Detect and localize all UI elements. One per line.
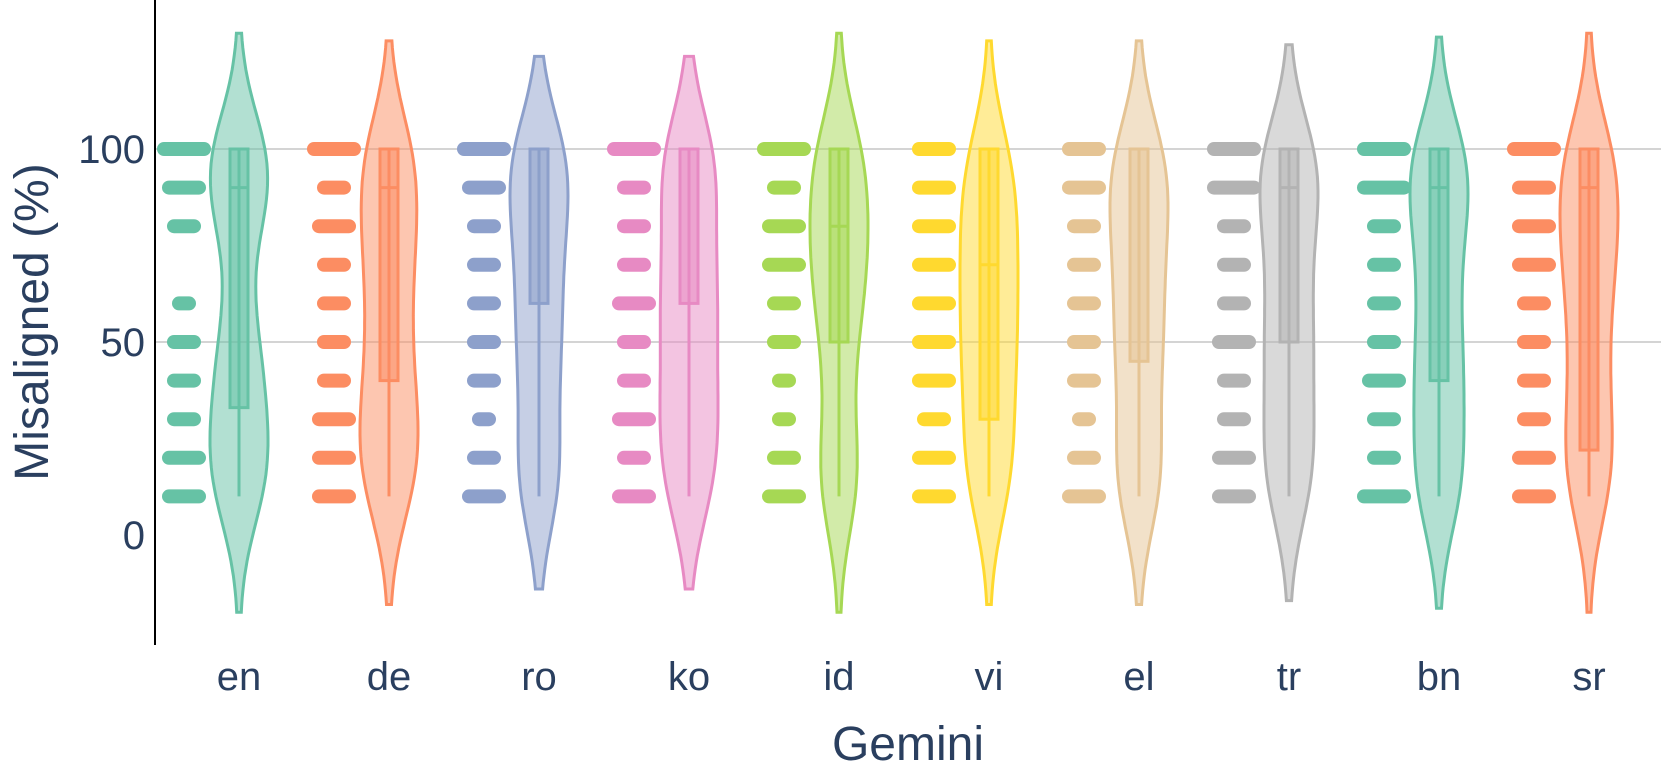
y-tick-label: 50 xyxy=(101,321,146,365)
box-ko xyxy=(678,147,700,305)
x-axis-title: Gemini xyxy=(832,718,984,771)
box-ro xyxy=(528,147,550,305)
x-tick-label: bn xyxy=(1417,655,1462,699)
y-tick-label: 0 xyxy=(123,514,145,558)
x-tick-label: sr xyxy=(1572,655,1605,699)
x-tick-label: el xyxy=(1123,655,1154,699)
box-de xyxy=(378,147,400,383)
y-axis-title: Misaligned (%) xyxy=(6,163,59,480)
x-tick-label: ko xyxy=(668,655,710,699)
y-tick-labels: 0 50 100 xyxy=(78,128,145,558)
violins xyxy=(208,31,1620,614)
x-tick-label: en xyxy=(217,655,262,699)
box-tr xyxy=(1278,147,1300,344)
box-en xyxy=(228,147,250,410)
y-tick-label: 100 xyxy=(78,128,145,172)
jitter-points xyxy=(157,142,1561,504)
box-sr xyxy=(1578,147,1600,452)
box-el xyxy=(1128,147,1150,363)
box-vi xyxy=(978,147,1000,421)
box-id xyxy=(828,147,850,344)
x-tick-label: id xyxy=(823,655,854,699)
x-tick-label: ro xyxy=(521,655,557,699)
x-tick-labels: en de ro ko id vi el tr bn sr xyxy=(217,655,1606,699)
box-bn xyxy=(1428,147,1450,383)
x-tick-label: vi xyxy=(975,655,1004,699)
x-tick-label: tr xyxy=(1277,655,1301,699)
x-tick-label: de xyxy=(367,655,412,699)
